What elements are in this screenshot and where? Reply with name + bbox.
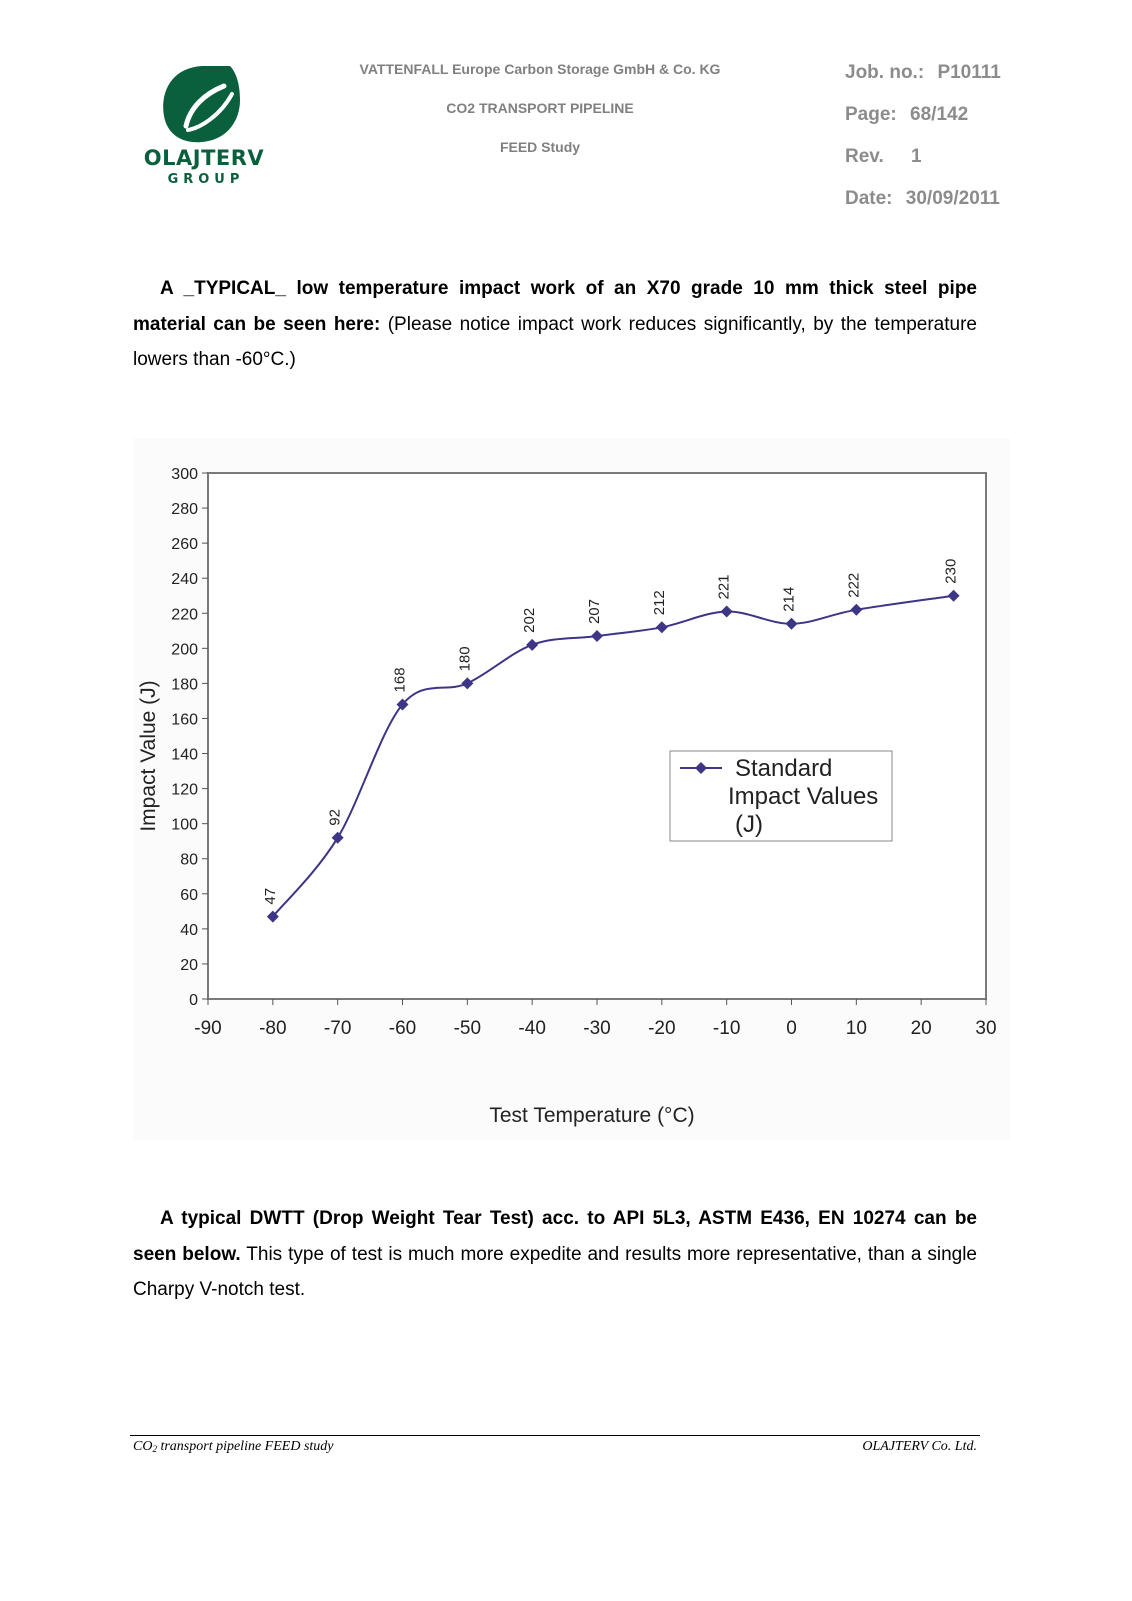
x-axis-label: Test Temperature (°C): [489, 1104, 694, 1127]
series-line: [272, 594, 954, 918]
revision-value: 1: [911, 146, 922, 167]
job-number-row: Job. no.: P10111: [845, 60, 1001, 102]
y-tick-label: 100: [171, 817, 198, 834]
y-axis-label: Impact Value (J): [137, 680, 160, 831]
x-tick-label: 30: [975, 1018, 996, 1039]
x-tick-label: -80: [259, 1018, 286, 1039]
data-point-marker: [591, 630, 603, 643]
company-name: VATTENFALL Europe Carbon Storage GmbH & …: [359, 61, 721, 77]
data-label: 92: [327, 809, 344, 826]
dwtt-paragraph-text: This type of test is much more expedite …: [133, 1243, 977, 1301]
y-tick-label: 180: [171, 676, 198, 693]
data-point-marker: [785, 617, 798, 630]
y-tick-label: 20: [180, 957, 198, 974]
revision-label: Rev.: [845, 146, 884, 167]
data-point-marker: [266, 910, 279, 923]
y-tick-label: 160: [171, 711, 198, 728]
y-tick-label: 80: [180, 852, 198, 869]
study-name: FEED Study: [499, 139, 581, 155]
x-tick-label: -50: [454, 1018, 481, 1039]
data-label: 202: [521, 608, 538, 633]
data-label: 168: [392, 667, 409, 692]
plot-area: [207, 472, 987, 1000]
x-tick-label: -70: [324, 1018, 351, 1039]
footer-left-suffix: transport pipeline FEED study: [156, 1439, 334, 1454]
x-tick-label: -10: [713, 1018, 740, 1039]
y-tick-label: 200: [171, 641, 198, 658]
intro-paragraph-bold: A _TYPICAL_ low temperature impact work …: [133, 278, 977, 335]
footer-divider: [130, 1435, 980, 1436]
page-value: 68/142: [910, 104, 969, 125]
project-name: CO2 TRANSPORT PIPELINE: [446, 100, 634, 116]
y-tick-label: 300: [171, 466, 198, 483]
data-label: 230: [943, 559, 960, 584]
data-point-marker: [850, 603, 863, 616]
data-point-marker: [396, 698, 409, 711]
x-tick-label: -30: [583, 1018, 610, 1039]
y-tick-label: 120: [171, 782, 198, 799]
page-number-row: Page: 68/142: [845, 102, 1001, 144]
x-tick-label: -60: [389, 1018, 416, 1039]
data-point-marker: [526, 638, 539, 651]
data-label: 222: [845, 573, 862, 598]
footer-left: CO2 transport pipeline FEED study: [133, 1439, 334, 1455]
document-header-center: VATTENFALL Europe Carbon Storage GmbH & …: [330, 60, 750, 177]
company-logo: OLAJTERV GROUP: [140, 64, 268, 194]
legend-label: Impact Values: [728, 783, 878, 810]
data-point-marker: [331, 831, 344, 844]
date-label: Date:: [845, 188, 893, 209]
data-label: 180: [456, 646, 473, 671]
footer-left-prefix: CO: [133, 1439, 153, 1454]
x-tick-label: 10: [846, 1018, 867, 1039]
x-tick-label: -40: [518, 1018, 545, 1039]
legend-marker: [695, 762, 707, 774]
footer-left-subscript: 2: [152, 1444, 157, 1454]
x-tick-label: 20: [911, 1018, 932, 1039]
data-label: 47: [262, 888, 279, 905]
data-label: 207: [586, 599, 603, 624]
job-number-label: Job. no.:: [845, 62, 925, 83]
data-point-marker: [461, 677, 474, 690]
data-label: 214: [781, 587, 798, 612]
date-value: 30/09/2011: [905, 188, 1000, 209]
data-label: 212: [651, 590, 668, 615]
x-tick-label: -20: [648, 1018, 675, 1039]
y-tick-label: 0: [189, 992, 198, 1009]
legend-label: (J): [735, 811, 763, 838]
y-tick-label: 40: [180, 922, 198, 939]
x-tick-label: 0: [786, 1018, 797, 1039]
document-info: Job. no.: P10111 Page: 68/142 Rev. 1 Dat…: [845, 60, 1001, 228]
logo-wordmark: OLAJTERV: [143, 146, 265, 170]
y-tick-label: 260: [171, 536, 198, 553]
impact-chart: 0 20 40 60 80 100 120 140 160 180 200 220 240 260 280 3…: [133, 438, 1010, 1140]
data-point-marker: [655, 621, 668, 634]
legend-box: [669, 750, 893, 842]
y-tick-label: 240: [171, 571, 198, 588]
page-label: Page:: [845, 104, 897, 125]
olajterv-leaf-logo-icon: [163, 66, 240, 143]
y-tick-label: 220: [171, 606, 198, 623]
dwtt-paragraph: A typical DWTT (Drop Weight Tear Test) a…: [133, 1201, 977, 1308]
footer-right: OLAJTERV Co. Ltd.: [862, 1439, 977, 1454]
intro-paragraph-text: (Please notice impact work reduces signi…: [133, 313, 977, 371]
dwtt-paragraph-bold: A typical DWTT (Drop Weight Tear Test) a…: [133, 1208, 977, 1265]
data-point-marker: [720, 605, 733, 618]
intro-paragraph: A _TYPICAL_ low temperature impact work …: [133, 271, 977, 378]
date-row: Date: 30/09/2011: [845, 186, 1001, 228]
y-tick-label: 140: [171, 747, 198, 764]
job-number-value: P10111: [937, 62, 1001, 83]
y-tick-label: 280: [171, 501, 198, 518]
data-label: 221: [716, 574, 733, 599]
revision-row: Rev. 1: [845, 144, 1001, 186]
logo-subtitle: GROUP: [167, 172, 245, 187]
data-point-marker: [947, 589, 960, 602]
legend-label: Standard: [735, 755, 832, 782]
x-tick-label: -90: [194, 1018, 221, 1039]
impact-chart-svg: 0204060801001201401601802002202402602803…: [137, 466, 997, 1127]
y-tick-label: 60: [180, 887, 198, 904]
